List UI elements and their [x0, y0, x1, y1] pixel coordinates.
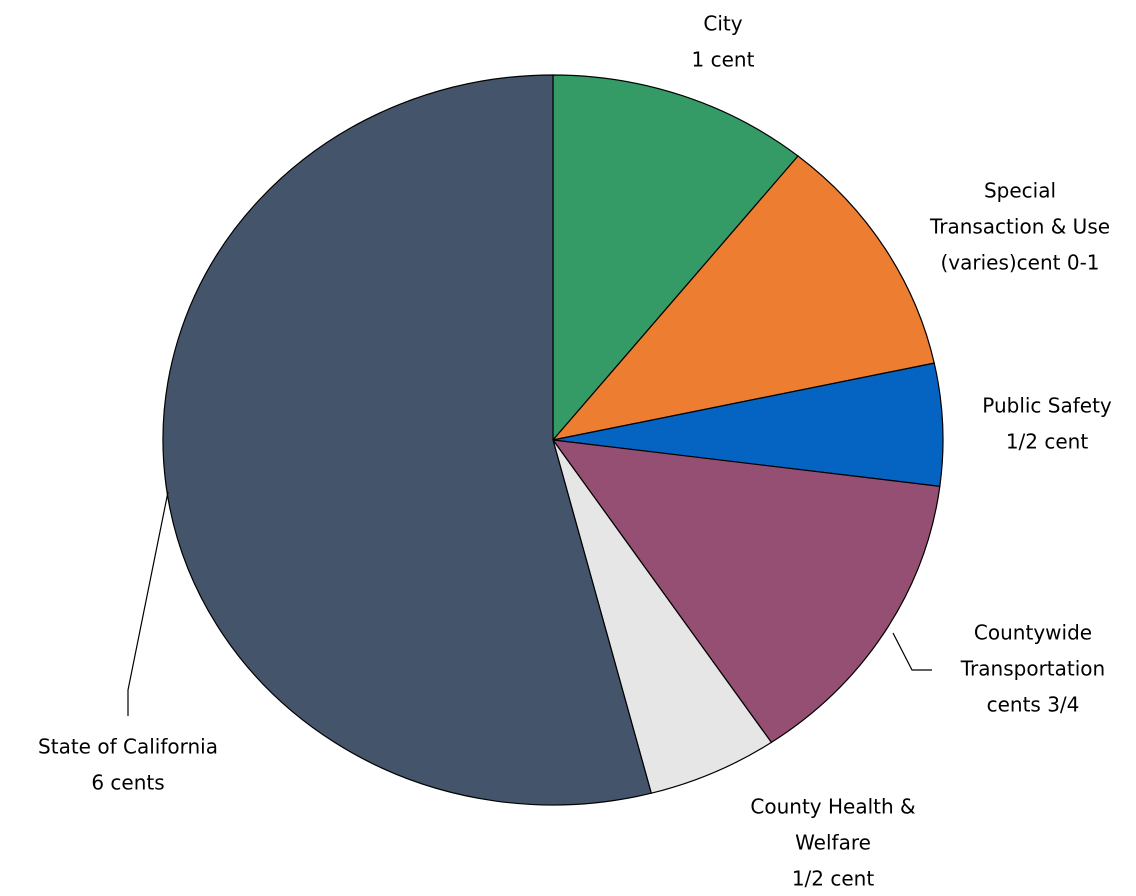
slice-label: State of California — [38, 735, 218, 759]
slice-label: 1/2 cent — [792, 867, 875, 891]
slice-label: 1 cent — [692, 48, 755, 72]
labels: City 1 cent Special Transaction & Use (varie… — [38, 12, 1112, 891]
slice-label: Public Safety — [982, 394, 1112, 418]
slice-label: Transportation — [960, 657, 1105, 681]
slice-label: Transaction & Use — [929, 215, 1110, 239]
slice-label: 6 cents — [91, 771, 164, 795]
pie-slice — [552, 74, 799, 442]
pie-slice — [551, 439, 941, 744]
slice-label: Countywide — [974, 621, 1092, 645]
pie-slice — [552, 362, 944, 488]
slice-label: cents 3/4 — [987, 693, 1080, 717]
pie-slice — [162, 74, 653, 806]
pie — [162, 74, 944, 806]
slice-label: City — [703, 12, 742, 36]
slice-label: (varies)cent 0-1 — [940, 251, 1099, 275]
leader-line — [127, 491, 169, 716]
pie-slice — [552, 439, 773, 794]
slice-label: Special — [984, 179, 1056, 203]
slice-label: 1/2 cent — [1006, 430, 1089, 454]
slice-label: County Health & — [750, 795, 915, 819]
pie-slice — [551, 155, 935, 441]
slice-label: Welfare — [795, 831, 871, 855]
leader-line — [892, 632, 932, 671]
